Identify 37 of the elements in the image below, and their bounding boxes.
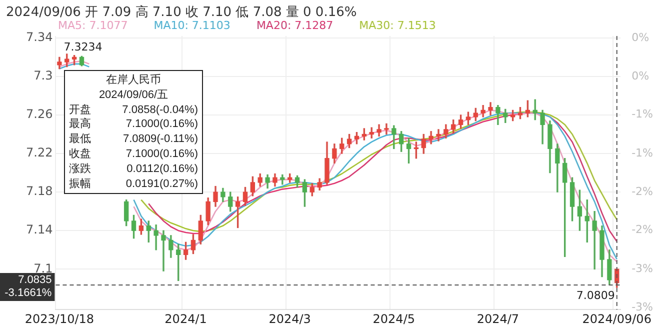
annotation: 在岸人民币: [105, 73, 162, 88]
text: 最低 7.0809(-0.11%): [69, 133, 198, 146]
y2-tick-label: -3%: [632, 300, 653, 314]
ref-line-label: 7.0835 -3.1661%: [4, 274, 52, 300]
y-tick-label: 7.22: [26, 146, 53, 160]
text: 振幅 0.0191(0.27%): [69, 178, 198, 190]
y-tick-label: 7.3: [34, 68, 53, 83]
y-tick-label: 7.18: [26, 184, 53, 198]
text: MA30: 7.1513: [359, 19, 436, 32]
x-tick-label: 2024/5: [372, 312, 415, 326]
y2-tick-label: 0%: [632, 30, 650, 44]
y-tick-label: 7.1: [34, 261, 53, 276]
x-tick-label: 2024/3: [268, 312, 311, 326]
text: 收盘 7.1000(0.16%): [69, 148, 198, 160]
text: 最高 7.1000(0.16%): [69, 118, 198, 130]
annotation: 2024/09/06/五: [98, 88, 170, 103]
y2-tick-label: -2%: [632, 223, 653, 236]
y2-tick-label: -1%: [632, 146, 653, 160]
x-tick-label: 2024/7: [476, 312, 520, 326]
y-tick-label: 7.26: [26, 107, 53, 122]
y-tick-label: 7.14: [26, 222, 53, 237]
annotation: 7.0809: [576, 288, 615, 302]
y2-tick-label: -1%: [632, 108, 653, 121]
text: MA20: 7.1287: [256, 19, 334, 32]
text: 涨跌 0.0112(0.16%): [69, 162, 198, 175]
text: MA10: 7.1103: [154, 19, 230, 32]
y2-tick-label: -2%: [632, 185, 653, 198]
y2-tick-label: -3%: [632, 262, 653, 275]
y2-tick-label: 0%: [632, 70, 650, 83]
x-tick-label: 2024/1: [164, 312, 207, 326]
chart-title: 2024/09/06 开 7.09 高 7.10 收 7.10 低 7.08 量 0 0.16%: [6, 4, 357, 20]
x-tick-label: 2023/10/18: [24, 312, 94, 326]
text: 开盘 7.0858(-0.04%): [69, 104, 198, 116]
x-tick-label: 2024/09/06: [582, 312, 652, 326]
y-tick-label: 7.34: [26, 30, 53, 44]
text: MA5: 7.1077: [58, 19, 128, 32]
annotation: 7.3234: [64, 40, 102, 54]
